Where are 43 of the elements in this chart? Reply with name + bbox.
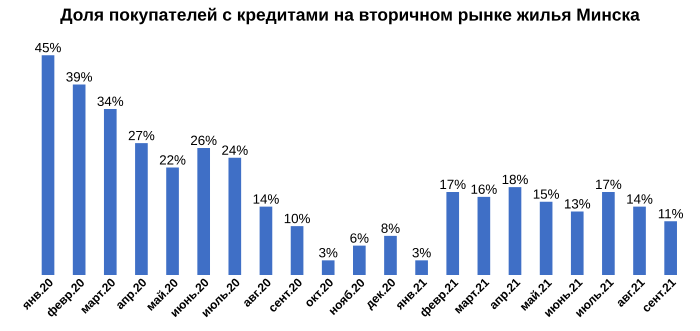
data-label: 39% [66,72,92,82]
data-label: 6% [350,233,369,243]
bar [384,236,397,275]
bar [415,260,428,275]
bar [135,143,148,275]
bar [478,196,490,275]
bar [260,206,272,275]
data-label: 14% [254,194,279,204]
bar [508,187,522,275]
data-label: 3% [412,248,431,258]
data-label: 8% [381,224,400,233]
bar [228,158,242,275]
bar [664,221,677,275]
bar [72,84,86,275]
bar [42,55,54,275]
data-label: 11% [658,208,684,218]
bar [446,192,460,275]
bar [322,260,335,275]
bar [633,206,646,275]
data-label: 22% [160,155,186,165]
bar [353,246,366,275]
data-label: 16% [472,184,497,194]
data-label: 45% [34,42,61,52]
data-label: 3% [319,248,338,258]
bar [540,202,552,275]
data-label: 27% [128,130,154,140]
bar [197,148,210,275]
data-label: 10% [284,214,310,224]
data-label: 26% [191,136,217,146]
bar [602,192,615,275]
data-label: 13% [564,199,590,209]
data-label: 14% [627,194,652,204]
data-label: 34% [97,96,124,106]
data-label: 17% [440,180,466,190]
bar [290,226,304,275]
data-label: 24% [222,145,248,155]
bar [166,168,179,275]
bar [104,108,117,275]
data-label: 17% [596,180,622,190]
bar [570,212,584,275]
data-label: 18% [502,174,528,184]
chart-title: Доля покупателей с кредитами на вторичном рынке жилья Минска [60,8,640,24]
data-label: 15% [534,189,560,199]
